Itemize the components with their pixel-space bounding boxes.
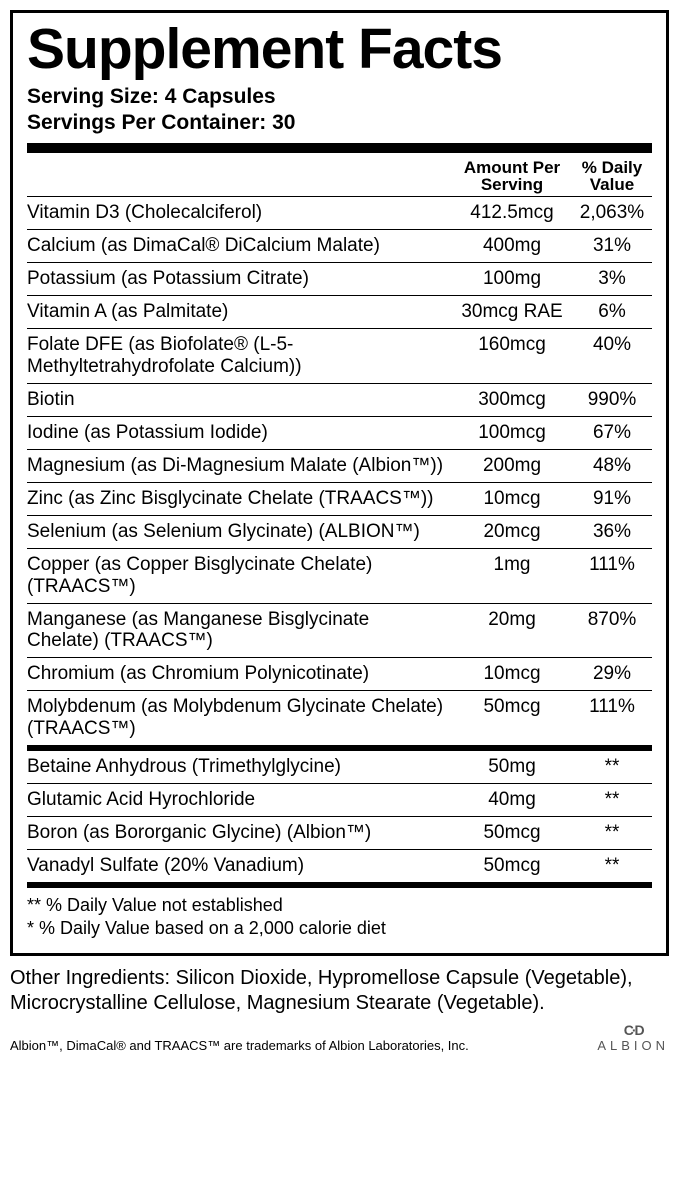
nutrient-name: Vanadyl Sulfate (20% Vanadium): [27, 855, 452, 877]
nutrient-amount: 20mcg: [452, 521, 572, 543]
rule-thick-top: [27, 143, 652, 153]
nutrient-row: Chromium (as Chromium Polynicotinate)10m…: [27, 658, 652, 690]
nutrient-name: Folate DFE (as Biofolate® (L-5-Methyltet…: [27, 334, 452, 378]
nutrient-daily-value: 2,063%: [572, 202, 652, 224]
nutrient-amount: 30mcg RAE: [452, 301, 572, 323]
nutrient-name: Chromium (as Chromium Polynicotinate): [27, 663, 452, 685]
header-amount: Amount Per Serving: [452, 159, 572, 195]
bottom-row: Albion™, DimaCal® and TRAACS™ are tradem…: [10, 1022, 669, 1053]
nutrient-daily-value: 870%: [572, 609, 652, 631]
nutrient-row: Folate DFE (as Biofolate® (L-5-Methyltet…: [27, 329, 652, 383]
nutrient-daily-value: 40%: [572, 334, 652, 356]
nutrient-daily-value: 6%: [572, 301, 652, 323]
nutrient-daily-value: 3%: [572, 268, 652, 290]
nutrient-row: Vitamin D3 (Cholecalciferol)412.5mcg2,06…: [27, 197, 652, 229]
nutrient-section-1: Vitamin D3 (Cholecalciferol)412.5mcg2,06…: [27, 197, 652, 745]
nutrient-amount: 40mg: [452, 789, 572, 811]
nutrient-name: Glutamic Acid Hyrochloride: [27, 789, 452, 811]
albion-logo-icon: C·D: [624, 1022, 643, 1038]
footnotes: ** % Daily Value not established * % Dai…: [27, 888, 652, 943]
nutrient-daily-value: 29%: [572, 663, 652, 685]
albion-logo: C·D ALBION: [597, 1022, 669, 1053]
nutrient-amount: 300mcg: [452, 389, 572, 411]
nutrient-daily-value: 111%: [572, 696, 652, 718]
albion-logo-text: ALBION: [597, 1038, 669, 1053]
nutrient-amount: 200mg: [452, 455, 572, 477]
nutrient-row: Manganese (as Manganese Bisglycinate Che…: [27, 604, 652, 658]
nutrient-amount: 412.5mcg: [452, 202, 572, 224]
nutrient-name: Boron (as Bororganic Glycine) (Albion™): [27, 822, 452, 844]
nutrient-daily-value: 48%: [572, 455, 652, 477]
nutrient-daily-value: 67%: [572, 422, 652, 444]
serving-size: Serving Size: 4 Capsules: [27, 84, 652, 110]
panel-title: Supplement Facts: [27, 21, 652, 78]
nutrient-amount: 50mcg: [452, 822, 572, 844]
nutrient-row: Betaine Anhydrous (Trimethylglycine)50mg…: [27, 751, 652, 783]
nutrient-amount: 160mcg: [452, 334, 572, 356]
nutrient-name: Zinc (as Zinc Bisglycinate Chelate (TRAA…: [27, 488, 452, 510]
nutrient-name: Selenium (as Selenium Glycinate) (ALBION…: [27, 521, 452, 543]
nutrient-row: Zinc (as Zinc Bisglycinate Chelate (TRAA…: [27, 483, 652, 515]
footnote-dv-not-established: ** % Daily Value not established: [27, 894, 652, 917]
nutrient-name: Betaine Anhydrous (Trimethylglycine): [27, 756, 452, 778]
nutrient-row: Potassium (as Potassium Citrate)100mg3%: [27, 263, 652, 295]
nutrient-amount: 10mcg: [452, 488, 572, 510]
other-ingredients: Other Ingredients: Silicon Dioxide, Hypr…: [10, 966, 669, 1016]
nutrient-name: Manganese (as Manganese Bisglycinate Che…: [27, 609, 452, 653]
nutrient-daily-value: 36%: [572, 521, 652, 543]
nutrient-name: Potassium (as Potassium Citrate): [27, 268, 452, 290]
nutrient-name: Vitamin A (as Palmitate): [27, 301, 452, 323]
nutrient-daily-value: 91%: [572, 488, 652, 510]
nutrient-row: Copper (as Copper Bisglycinate Chelate) …: [27, 549, 652, 603]
nutrient-amount: 100mg: [452, 268, 572, 290]
nutrient-row: Molybdenum (as Molybdenum Glycinate Chel…: [27, 691, 652, 745]
nutrient-name: Biotin: [27, 389, 452, 411]
serving-info: Serving Size: 4 Capsules Servings Per Co…: [27, 84, 652, 137]
nutrient-row: Calcium (as DimaCal® DiCalcium Malate)40…: [27, 230, 652, 262]
nutrient-amount: 50mg: [452, 756, 572, 778]
servings-per-container: Servings Per Container: 30: [27, 110, 652, 136]
header-daily-value: % Daily Value: [572, 159, 652, 195]
nutrient-name: Magnesium (as Di-Magnesium Malate (Albio…: [27, 455, 452, 477]
nutrient-daily-value: 990%: [572, 389, 652, 411]
trademark-note: Albion™, DimaCal® and TRAACS™ are tradem…: [10, 1038, 597, 1053]
nutrient-name: Calcium (as DimaCal® DiCalcium Malate): [27, 235, 452, 257]
nutrient-daily-value: **: [572, 756, 652, 778]
nutrient-row: Selenium (as Selenium Glycinate) (ALBION…: [27, 516, 652, 548]
nutrient-row: Glutamic Acid Hyrochloride40mg**: [27, 784, 652, 816]
nutrient-name: Iodine (as Potassium Iodide): [27, 422, 452, 444]
nutrient-name: Copper (as Copper Bisglycinate Chelate) …: [27, 554, 452, 598]
nutrient-daily-value: **: [572, 822, 652, 844]
nutrient-amount: 50mcg: [452, 696, 572, 718]
nutrient-row: Vanadyl Sulfate (20% Vanadium)50mcg**: [27, 850, 652, 882]
nutrient-daily-value: 111%: [572, 554, 652, 576]
nutrient-row: Boron (as Bororganic Glycine) (Albion™)5…: [27, 817, 652, 849]
nutrient-row: Magnesium (as Di-Magnesium Malate (Albio…: [27, 450, 652, 482]
nutrient-amount: 50mcg: [452, 855, 572, 877]
nutrient-row: Vitamin A (as Palmitate)30mcg RAE6%: [27, 296, 652, 328]
nutrient-row: Iodine (as Potassium Iodide)100mcg67%: [27, 417, 652, 449]
nutrient-amount: 20mg: [452, 609, 572, 631]
nutrient-name: Molybdenum (as Molybdenum Glycinate Chel…: [27, 696, 452, 740]
nutrient-amount: 10mcg: [452, 663, 572, 685]
nutrient-amount: 400mg: [452, 235, 572, 257]
nutrient-daily-value: 31%: [572, 235, 652, 257]
nutrient-name: Vitamin D3 (Cholecalciferol): [27, 202, 452, 224]
footnote-dv-basis: * % Daily Value based on a 2,000 calorie…: [27, 917, 652, 940]
nutrient-row: Biotin300mcg990%: [27, 384, 652, 416]
column-headers: Amount Per Serving % Daily Value: [27, 153, 652, 197]
supplement-facts-panel: Supplement Facts Serving Size: 4 Capsule…: [10, 10, 669, 956]
nutrient-amount: 100mcg: [452, 422, 572, 444]
nutrient-amount: 1mg: [452, 554, 572, 576]
nutrient-daily-value: **: [572, 789, 652, 811]
nutrient-section-2: Betaine Anhydrous (Trimethylglycine)50mg…: [27, 751, 652, 882]
nutrient-daily-value: **: [572, 855, 652, 877]
